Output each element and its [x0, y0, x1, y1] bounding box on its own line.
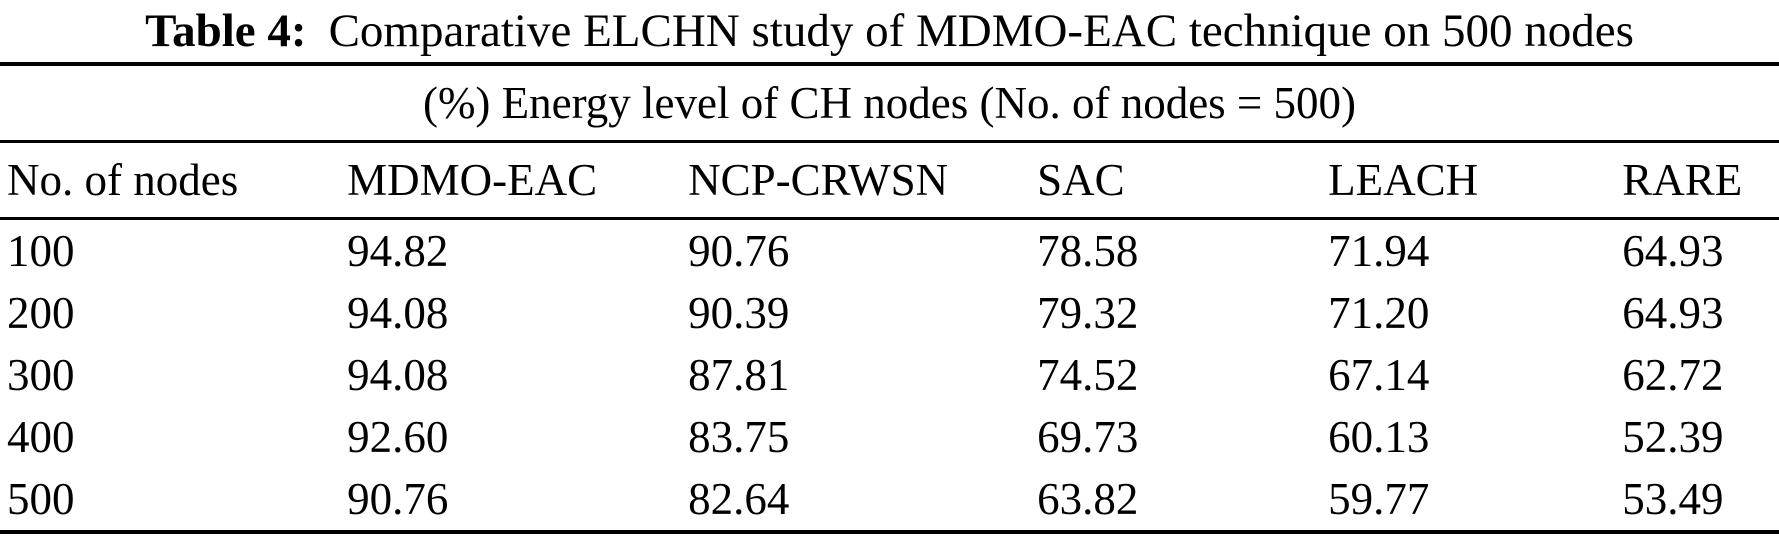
table-cell: 200	[7, 287, 75, 338]
column-header-leach: LEACH	[1328, 143, 1623, 220]
table-cell: 53.49	[1622, 473, 1724, 524]
table-cell: 94.82	[347, 225, 449, 276]
column-header-rare: RARE	[1622, 143, 1779, 220]
table-row: 300 94.08 87.81 74.52 67.14 62.72	[0, 344, 1779, 406]
table-cell: 94.08	[347, 349, 449, 400]
table-cell: 500	[7, 473, 75, 524]
table-cell: 82.64	[688, 473, 790, 524]
column-header-mdmo-eac: MDMO-EAC	[347, 143, 689, 220]
table-cell: 100	[7, 225, 75, 276]
table-row: 200 94.08 90.39 79.32 71.20 64.93	[0, 282, 1779, 344]
table-cell: 67.14	[1328, 349, 1430, 400]
table-cell: 90.39	[688, 287, 790, 338]
table-cell: 83.75	[688, 411, 790, 462]
column-header-ncp-crwsn: NCP-CRWSN	[688, 143, 1038, 220]
table-cell: 60.13	[1328, 411, 1430, 462]
table-cell: 64.93	[1622, 287, 1724, 338]
table-cell: 79.32	[1037, 287, 1139, 338]
table-cell: 74.52	[1037, 349, 1139, 400]
caption-text: Comparative ELCHN study of MDMO-EAC tech…	[328, 4, 1634, 57]
column-header-no-of-nodes: No. of nodes	[0, 143, 348, 220]
table-subtitle: (%) Energy level of CH nodes (No. of nod…	[422, 77, 1357, 128]
table-cell: 52.39	[1622, 411, 1724, 462]
table-cell: 64.93	[1622, 225, 1724, 276]
table-row: 500 90.76 82.64 63.82 59.77 53.49	[0, 468, 1779, 530]
table-cell: 71.94	[1328, 225, 1430, 276]
table-cell: 63.82	[1037, 473, 1139, 524]
table-cell: 92.60	[347, 411, 449, 462]
top-rule	[0, 62, 1779, 66]
subtitle-rule	[0, 140, 1779, 143]
table-cell: 300	[7, 349, 75, 400]
bottom-rule	[0, 530, 1779, 534]
caption-label: Table 4:	[145, 4, 307, 57]
table-cell: 90.76	[688, 225, 790, 276]
table-cell: 62.72	[1622, 349, 1724, 400]
data-table: No. of nodes MDMO-EAC NCP-CRWSN SAC LEAC…	[0, 143, 1779, 530]
table-cell: 400	[7, 411, 75, 462]
table-cell: 71.20	[1328, 287, 1430, 338]
header-row: No. of nodes MDMO-EAC NCP-CRWSN SAC LEAC…	[0, 143, 1779, 220]
column-header-sac: SAC	[1037, 143, 1329, 220]
table-cell: 78.58	[1037, 225, 1139, 276]
table-cell: 94.08	[347, 287, 449, 338]
table-cell: 90.76	[347, 473, 449, 524]
table-row: 400 92.60 83.75 69.73 60.13 52.39	[0, 406, 1779, 468]
table-cell: 87.81	[688, 349, 790, 400]
table-caption: Table 4: Comparative ELCHN study of MDMO…	[0, 0, 1779, 62]
table-row: 100 94.82 90.76 78.58 71.94 64.93	[0, 219, 1779, 283]
table-cell: 69.73	[1037, 411, 1139, 462]
table-cell: 59.77	[1328, 473, 1430, 524]
